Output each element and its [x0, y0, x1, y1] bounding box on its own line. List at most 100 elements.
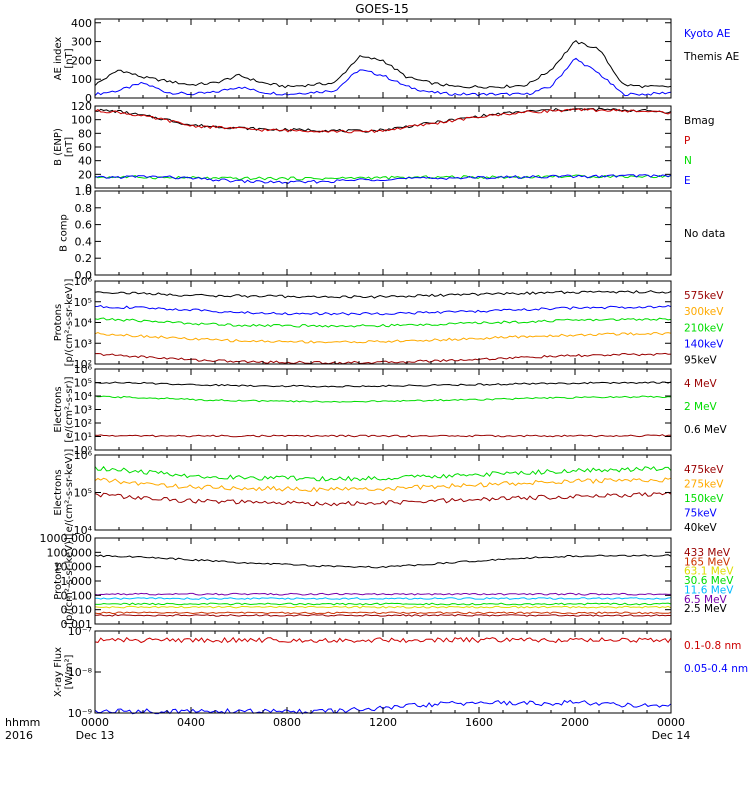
panel-frame [94, 190, 672, 276]
y-tick-label: 100 [71, 73, 92, 86]
legend-11-6-mev: 11.6 MeV [684, 584, 734, 596]
series-6-5-mev [94, 592, 671, 596]
series-140kev [94, 304, 672, 316]
legend-275kev: 275keV [684, 478, 724, 490]
legend-575kev: 575keV [684, 290, 724, 302]
y-tick-label: 0 [85, 182, 92, 195]
panel-frame [94, 18, 672, 99]
legend-165-mev: 165 MeV [684, 556, 731, 568]
series-210kev [94, 317, 672, 328]
time-tick-label: 0800 [273, 716, 301, 729]
time-tick-label: 0000 [657, 716, 685, 729]
y-tick-label: 10¹ [74, 431, 92, 444]
y-tick-label: 0.100 [61, 589, 93, 602]
hhmm-label: hhmm [5, 716, 40, 729]
panel-electrons_mev: 10⁰10¹10²10³10⁴10⁵10⁶Electrons[e/(cm²-s-… [53, 363, 728, 457]
y-tick-label: 10⁴ [74, 524, 93, 537]
y-tick-label: 100 [71, 114, 92, 127]
y-tick-label: 1000.000 [40, 532, 93, 545]
series-4-mev [94, 434, 671, 438]
y-tick-label: 10⁻⁸ [68, 666, 93, 679]
year-label: 2016 [5, 729, 33, 742]
y-tick-label: 10.000 [54, 561, 93, 574]
panel-frame [94, 537, 672, 625]
y-tick-label: 60 [78, 141, 92, 154]
panel-frame [94, 454, 672, 531]
y-tick-label: 0.2 [75, 252, 93, 265]
legend-0-6-mev: 0.6 MeV [684, 424, 728, 436]
series-themis-ae [94, 40, 672, 89]
legend-2-5-mev: 2.5 MeV [684, 603, 728, 615]
series-275kev [94, 477, 672, 493]
legend-bmag: Bmag [684, 115, 715, 127]
legend-475kev: 475keV [684, 464, 724, 476]
legend-4-mev: 4 MeV [684, 378, 718, 390]
legend-2-mev: 2 MeV [684, 401, 718, 413]
legend-150kev: 150keV [684, 493, 724, 505]
series-300kev [94, 331, 672, 344]
legend-6-5-mev: 6.5 MeV [684, 594, 728, 606]
series-30-6-mev [94, 602, 672, 606]
y-tick-label: 10² [74, 417, 92, 430]
y-axis-label: X-ray Flux[W/m²] [53, 647, 75, 697]
y-tick-label: 40 [78, 155, 92, 168]
legend-30-6-mev: 30.6 MeV [684, 575, 734, 587]
y-tick-label: 10⁶ [74, 275, 93, 288]
y-tick-label: 400 [71, 17, 92, 30]
series-0-6-mev [95, 381, 672, 388]
y-tick-label: 10³ [74, 337, 92, 350]
y-tick-label: 20 [78, 168, 92, 181]
panel-frame [94, 368, 672, 451]
time-tick-label: 0400 [177, 716, 205, 729]
series-11-6-mev [95, 597, 672, 600]
series-e [94, 174, 672, 184]
y-tick-label: 10⁴ [74, 317, 93, 330]
y-tick-label: 10⁴ [74, 390, 93, 403]
y-tick-label: 1.000 [61, 575, 93, 588]
y-axis-label: Protons[p/(cm²-s-sr-keV)] [53, 537, 75, 625]
legend-95kev: 95keV [684, 355, 718, 367]
y-tick-label: 10⁵ [74, 296, 92, 309]
y-axis-label: B comp [59, 214, 70, 252]
legend-0-1-0-8-nm: 0.1-0.8 nm [684, 640, 741, 652]
y-axis-label: Electrons[e/(cm²-s-sr-keV)] [53, 449, 75, 537]
series-63-1-mev [94, 605, 672, 609]
series-kyoto-ae [94, 57, 672, 97]
y-tick-label: 120 [71, 100, 92, 113]
panel-ae: 0 100 200 300 400 AE index[nT] Kyoto AE Themis … [53, 17, 739, 105]
y-tick-label: 0 [85, 92, 92, 105]
figure-title: GOES-15 [355, 2, 409, 16]
legend-210kev: 210keV [684, 322, 724, 334]
legend-e: E [684, 175, 691, 187]
series-165-mev [94, 611, 672, 615]
y-tick-label: 0.001 [61, 618, 93, 631]
legend-0-05-0-4-nm: 0.05-0.4 nm [684, 663, 748, 675]
y-tick-label: 80 [78, 127, 92, 140]
y-tick-label: 200 [71, 54, 92, 67]
panel-bcomp: 0.0 0.2 0.4 0.6 0.8 1.0 B comp No data [59, 185, 726, 282]
no-data-label: No data [684, 228, 725, 240]
legend-140kev: 140keV [684, 339, 724, 351]
time-tick-label: 1600 [465, 716, 493, 729]
series-2-5-mev [94, 554, 672, 569]
y-tick-label: 0.0 [75, 269, 93, 282]
legend-63-1-mev: 63.1 MeV [684, 566, 734, 578]
legend-n: N [684, 155, 692, 167]
legend-75kev: 75keV [684, 507, 718, 519]
y-tick-label: 10⁶ [74, 363, 93, 376]
y-tick-label: 0.8 [75, 202, 93, 215]
time-tick-label: 2000 [561, 716, 589, 729]
y-tick-label: 300 [71, 36, 92, 49]
date-label: Dec 13 [76, 729, 115, 742]
y-axis-label: AE index[nT] [53, 37, 75, 81]
y-tick-label: 10⁵ [74, 487, 92, 500]
y-axis-label: Electrons[e/(cm²-s-sr)] [53, 376, 75, 442]
y-tick-label: 10⁶ [74, 449, 93, 462]
y-axis-label: Protons[p/(cm²-s-sr-keV)] [53, 279, 75, 367]
y-tick-label: 10⁻⁷ [68, 625, 92, 638]
series-475kev [94, 491, 672, 507]
